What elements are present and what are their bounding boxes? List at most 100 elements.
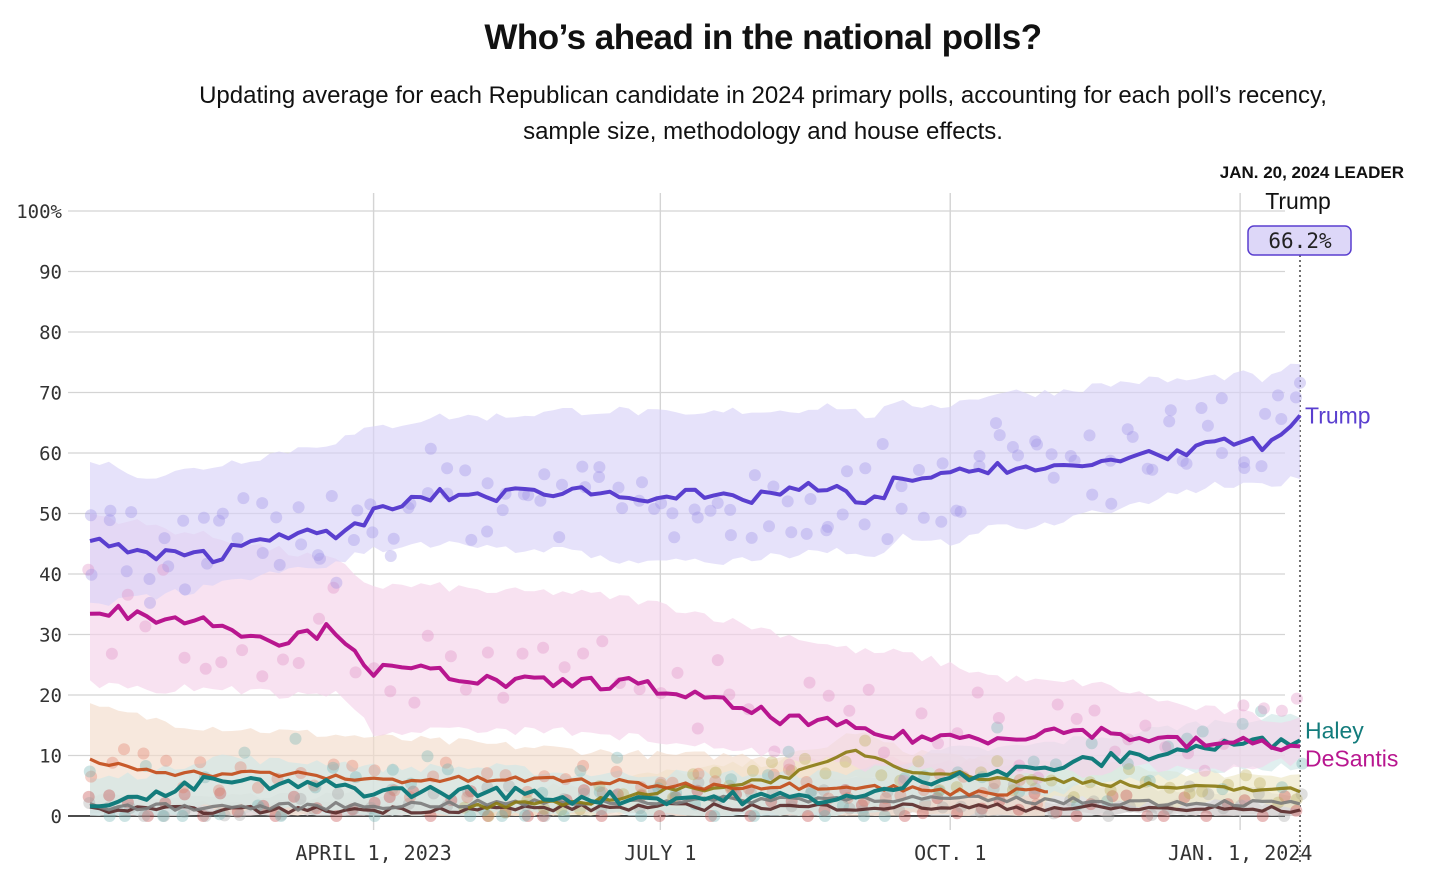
poll-dot bbox=[459, 464, 472, 477]
poll-dot bbox=[913, 464, 925, 476]
poll-dot bbox=[497, 691, 510, 704]
poll-dot bbox=[1198, 764, 1211, 777]
poll-dot bbox=[578, 784, 590, 797]
poll-dot bbox=[1146, 463, 1159, 476]
poll-dot bbox=[763, 520, 775, 533]
poll-dot bbox=[481, 810, 494, 822]
y-tick-label: 60 bbox=[39, 443, 62, 465]
poll-dot bbox=[289, 732, 302, 745]
poll-dot bbox=[199, 662, 212, 675]
poll-dot bbox=[1070, 810, 1083, 822]
poll-dot bbox=[1141, 810, 1154, 822]
poll-dot bbox=[1236, 717, 1249, 730]
poll-dot bbox=[144, 596, 156, 609]
poll-dot bbox=[237, 492, 250, 505]
poll-dot bbox=[218, 809, 231, 822]
poll-dot bbox=[705, 810, 717, 822]
poll-dot bbox=[1278, 790, 1291, 803]
poll-dot bbox=[537, 810, 549, 822]
poll-dot bbox=[1180, 457, 1193, 470]
poll-dot bbox=[346, 759, 359, 772]
poll-dot bbox=[1163, 415, 1176, 428]
poll-dot bbox=[1120, 789, 1133, 802]
poll-dot bbox=[1102, 810, 1115, 822]
poll-dot bbox=[709, 766, 722, 779]
poll-dot bbox=[993, 429, 1006, 442]
poll-dot bbox=[84, 509, 97, 522]
poll-dot bbox=[595, 810, 608, 822]
poll-dot bbox=[349, 666, 362, 679]
leader-name: Trump bbox=[1265, 188, 1331, 214]
poll-dot bbox=[859, 734, 872, 747]
poll-dot bbox=[179, 583, 191, 596]
poll-dot bbox=[818, 804, 831, 817]
poll-dot bbox=[162, 560, 175, 573]
poll-dot bbox=[518, 809, 531, 822]
poll-dot bbox=[294, 792, 307, 805]
poll-dot bbox=[1178, 791, 1191, 804]
poll-dot bbox=[314, 552, 326, 565]
poll-dot bbox=[158, 532, 171, 545]
leader-value-badge bbox=[1247, 225, 1352, 256]
poll-dot bbox=[992, 712, 1005, 724]
poll-dot bbox=[801, 810, 814, 822]
poll-dot bbox=[441, 462, 454, 475]
poll-dot bbox=[596, 635, 609, 648]
poll-dot bbox=[1162, 740, 1174, 753]
poll-dot bbox=[1195, 402, 1208, 414]
poll-dot bbox=[137, 747, 150, 760]
poll-dot bbox=[82, 790, 95, 803]
poll-dot bbox=[325, 490, 338, 502]
poll-dot bbox=[424, 442, 437, 455]
poll-dot bbox=[522, 489, 535, 502]
poll-dot bbox=[384, 550, 397, 562]
poll-dot bbox=[274, 810, 287, 822]
poll-dot bbox=[256, 670, 269, 683]
poll-dot bbox=[576, 460, 589, 473]
poll-dot bbox=[610, 765, 623, 778]
poll-dot bbox=[384, 685, 397, 698]
poll-dot bbox=[783, 758, 796, 771]
poll-dot bbox=[688, 503, 701, 516]
poll-dot bbox=[917, 511, 930, 524]
poll-dot bbox=[765, 756, 778, 769]
poll-dot bbox=[481, 477, 494, 490]
y-tick-label: 100% bbox=[16, 201, 62, 223]
poll-dot bbox=[881, 533, 894, 546]
poll-dot bbox=[821, 520, 834, 533]
poll-dot bbox=[593, 786, 606, 799]
poll-dot bbox=[593, 471, 605, 483]
poll-dot bbox=[1012, 449, 1024, 462]
poll-dot bbox=[125, 506, 138, 519]
poll-dot bbox=[711, 654, 724, 667]
poll-dot bbox=[482, 810, 495, 822]
poll-dot bbox=[85, 568, 98, 581]
y-tick-label: 80 bbox=[39, 322, 62, 344]
poll-dot bbox=[441, 763, 454, 776]
poll-dot bbox=[273, 558, 286, 571]
poll-dot bbox=[1183, 787, 1196, 800]
x-tick-label: JAN. 1, 2024 bbox=[1168, 841, 1313, 865]
poll-dot bbox=[857, 810, 870, 822]
poll-dot bbox=[269, 810, 282, 822]
poll-dot bbox=[481, 525, 494, 538]
poll-dot bbox=[744, 810, 757, 822]
poll-dot bbox=[768, 745, 781, 758]
poll-dot bbox=[327, 761, 339, 774]
y-tick-label: 0 bbox=[51, 806, 62, 828]
poll-dot bbox=[233, 809, 246, 821]
poll-dot bbox=[612, 481, 625, 494]
poll-dot bbox=[1027, 755, 1040, 768]
poll-dot bbox=[799, 752, 811, 765]
poll-dot bbox=[1159, 741, 1172, 754]
poll-dot bbox=[538, 810, 551, 822]
poll-dot bbox=[332, 787, 344, 800]
poll-dot bbox=[313, 612, 325, 625]
poll-dot bbox=[785, 526, 798, 539]
poll-dot bbox=[292, 657, 305, 669]
poll-dot bbox=[481, 646, 494, 659]
poll-dot bbox=[691, 722, 704, 735]
poll-dot bbox=[538, 468, 551, 481]
chart-title: Who’s ahead in the national polls? bbox=[484, 18, 1042, 57]
